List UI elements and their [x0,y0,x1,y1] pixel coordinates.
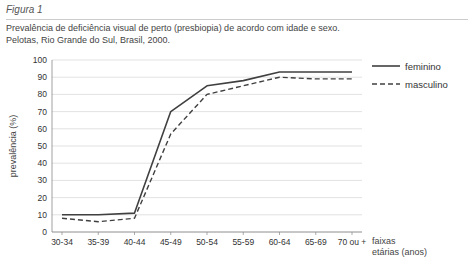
grid-line [52,77,362,78]
subtitle: Prevalência de deficiência visual de per… [6,23,340,33]
series-line [62,77,352,221]
title-rule [6,19,468,20]
x-tick [134,232,135,235]
grid-line [52,180,362,181]
x-tick-label: 30-34 [51,237,73,247]
grid-line [52,111,362,112]
x-tick [207,232,208,235]
title: Figura 1 [6,4,43,15]
x-tick [315,232,316,235]
x-tick [352,232,353,235]
x-tick-label: 65-69 [305,237,327,247]
x-tick-label: 40-44 [124,237,146,247]
series-line [62,72,352,215]
legend: feminino masculino [372,61,448,90]
x-axis-label: faixasetárias (anos) [372,236,427,257]
x-tick-label: 60-64 [269,237,291,247]
y-tick-label: 20 [38,193,48,203]
subtitle: Pelotas, Rio Grande do Sul, Brasil, 2000… [6,35,170,45]
x-tick [170,232,171,235]
legend-label: feminino [405,61,441,72]
y-tick-label: 30 [38,175,48,185]
legend-swatch [372,65,400,67]
plot-area [62,72,352,222]
grid-line [52,197,362,198]
grid-line [52,146,362,147]
x-tick-label: 55-59 [232,237,254,247]
x-tick [243,232,244,235]
y-tick-label: 100 [33,55,47,65]
x-tick [98,232,99,235]
x-tick-label: 35-39 [87,237,109,247]
x-tick [279,232,280,235]
grid-line [52,128,362,129]
x-tick [62,232,63,235]
x-tick-label: 45-49 [160,237,182,247]
y-tick-label: 0 [42,227,47,237]
y-axis [52,60,53,232]
y-tick-label: 50 [38,141,48,151]
y-tick-label: 90 [38,72,48,82]
x-tick-label: 70 ou + [338,237,367,247]
x-tick-label: 50-54 [196,237,218,247]
y-axis-label: prevalência (%) [8,115,18,178]
chart: Figura 1 Prevalência de deficiência visua… [0,0,474,275]
legend-label: masculino [405,79,448,90]
legend-swatch [372,83,400,84]
grid-line [52,60,362,61]
y-tick-label: 80 [38,89,48,99]
y-tick-label: 60 [38,124,48,134]
y-tick-label: 40 [38,158,48,168]
y-tick-label: 10 [38,210,48,220]
y-tick-label: 70 [38,107,48,117]
grid [52,60,362,232]
grid-line [52,163,362,164]
